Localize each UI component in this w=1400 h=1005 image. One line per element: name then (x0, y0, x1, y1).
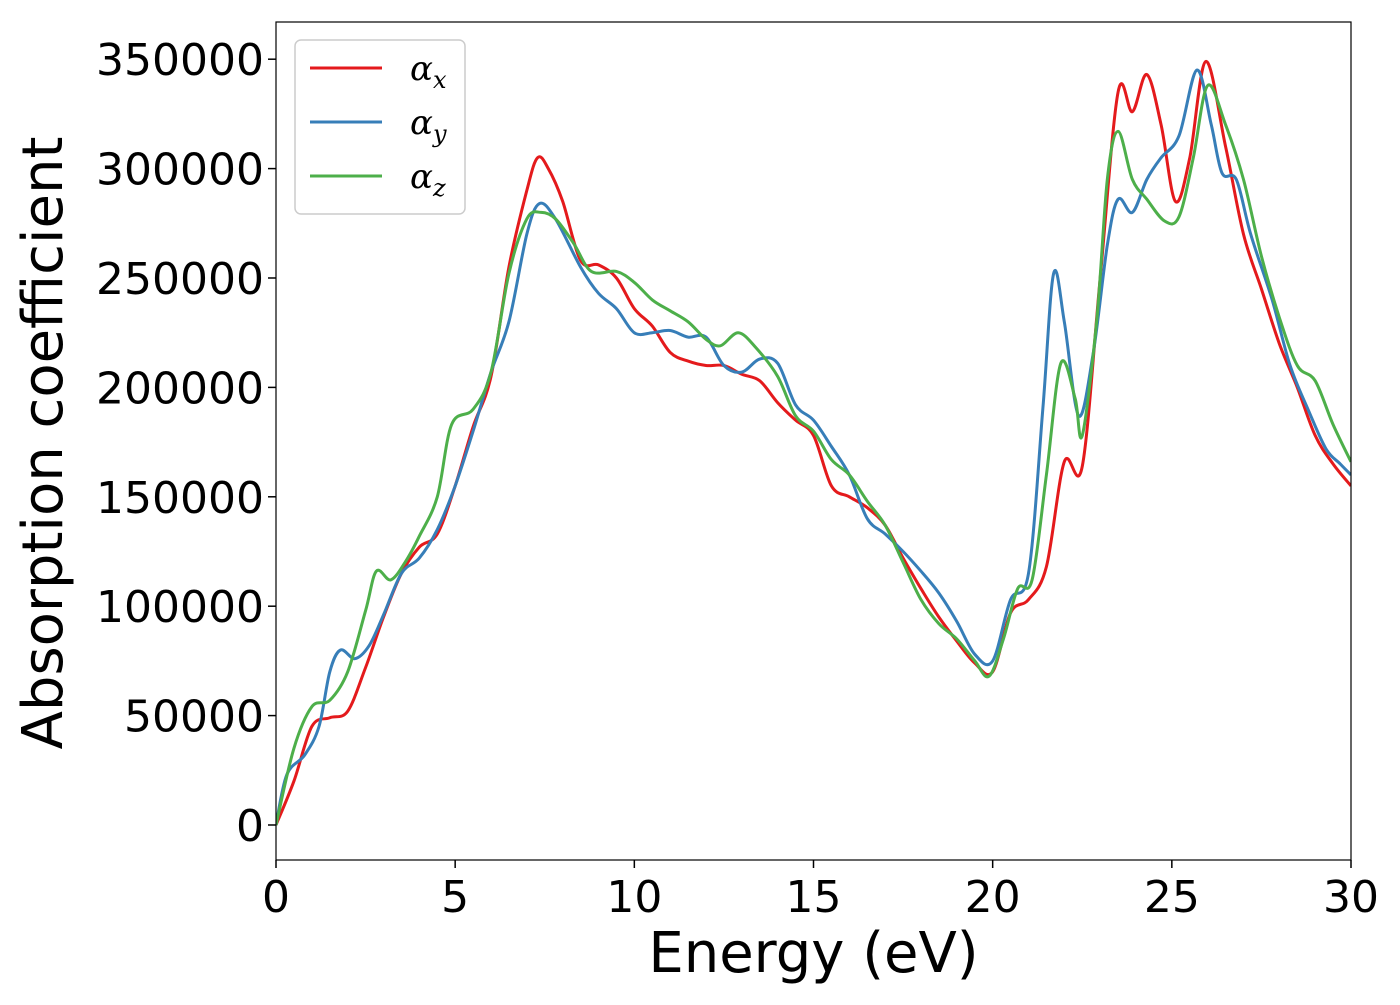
y-axis-label: Absorption coefficient (11, 137, 76, 750)
x-axis: 0 5 10 15 20 25 30 (262, 860, 1379, 923)
y-tick-label: 100000 (96, 582, 264, 633)
legend-label-subscript: y (432, 120, 447, 148)
legend-label-base: α (410, 103, 433, 143)
legend-label-subscript: z (432, 174, 446, 202)
y-axis: 0 50000 100000 150000 200000 250000 300000 3500… (96, 35, 276, 852)
x-axis-label: Energy (eV) (648, 921, 978, 986)
legend-label-base: α (410, 49, 433, 89)
y-tick-label: 250000 (96, 254, 264, 305)
y-tick-label: 50000 (124, 692, 264, 743)
x-tick-label: 15 (786, 872, 842, 923)
x-tick-label: 5 (441, 872, 469, 923)
legend-label-x: αx (410, 49, 447, 94)
legend-label-y: αy (410, 103, 447, 148)
series-line-z (276, 83, 1351, 826)
legend-label-base: α (410, 157, 433, 197)
x-tick-label: 10 (606, 872, 662, 923)
legend-label-subscript: x (433, 66, 447, 94)
legend-label-z: αz (410, 157, 446, 202)
y-tick-label: 350000 (96, 35, 264, 86)
y-tick-label: 0 (236, 801, 264, 852)
legend-box (294, 39, 466, 215)
y-tick-label: 200000 (96, 363, 264, 414)
series-layer (276, 59, 1351, 826)
y-tick-label: 150000 (96, 473, 264, 524)
x-tick-label: 0 (262, 872, 290, 923)
x-tick-label: 20 (965, 872, 1021, 923)
x-tick-label: 25 (1144, 872, 1200, 923)
y-tick-label: 300000 (96, 145, 264, 196)
x-tick-label: 30 (1323, 872, 1379, 923)
